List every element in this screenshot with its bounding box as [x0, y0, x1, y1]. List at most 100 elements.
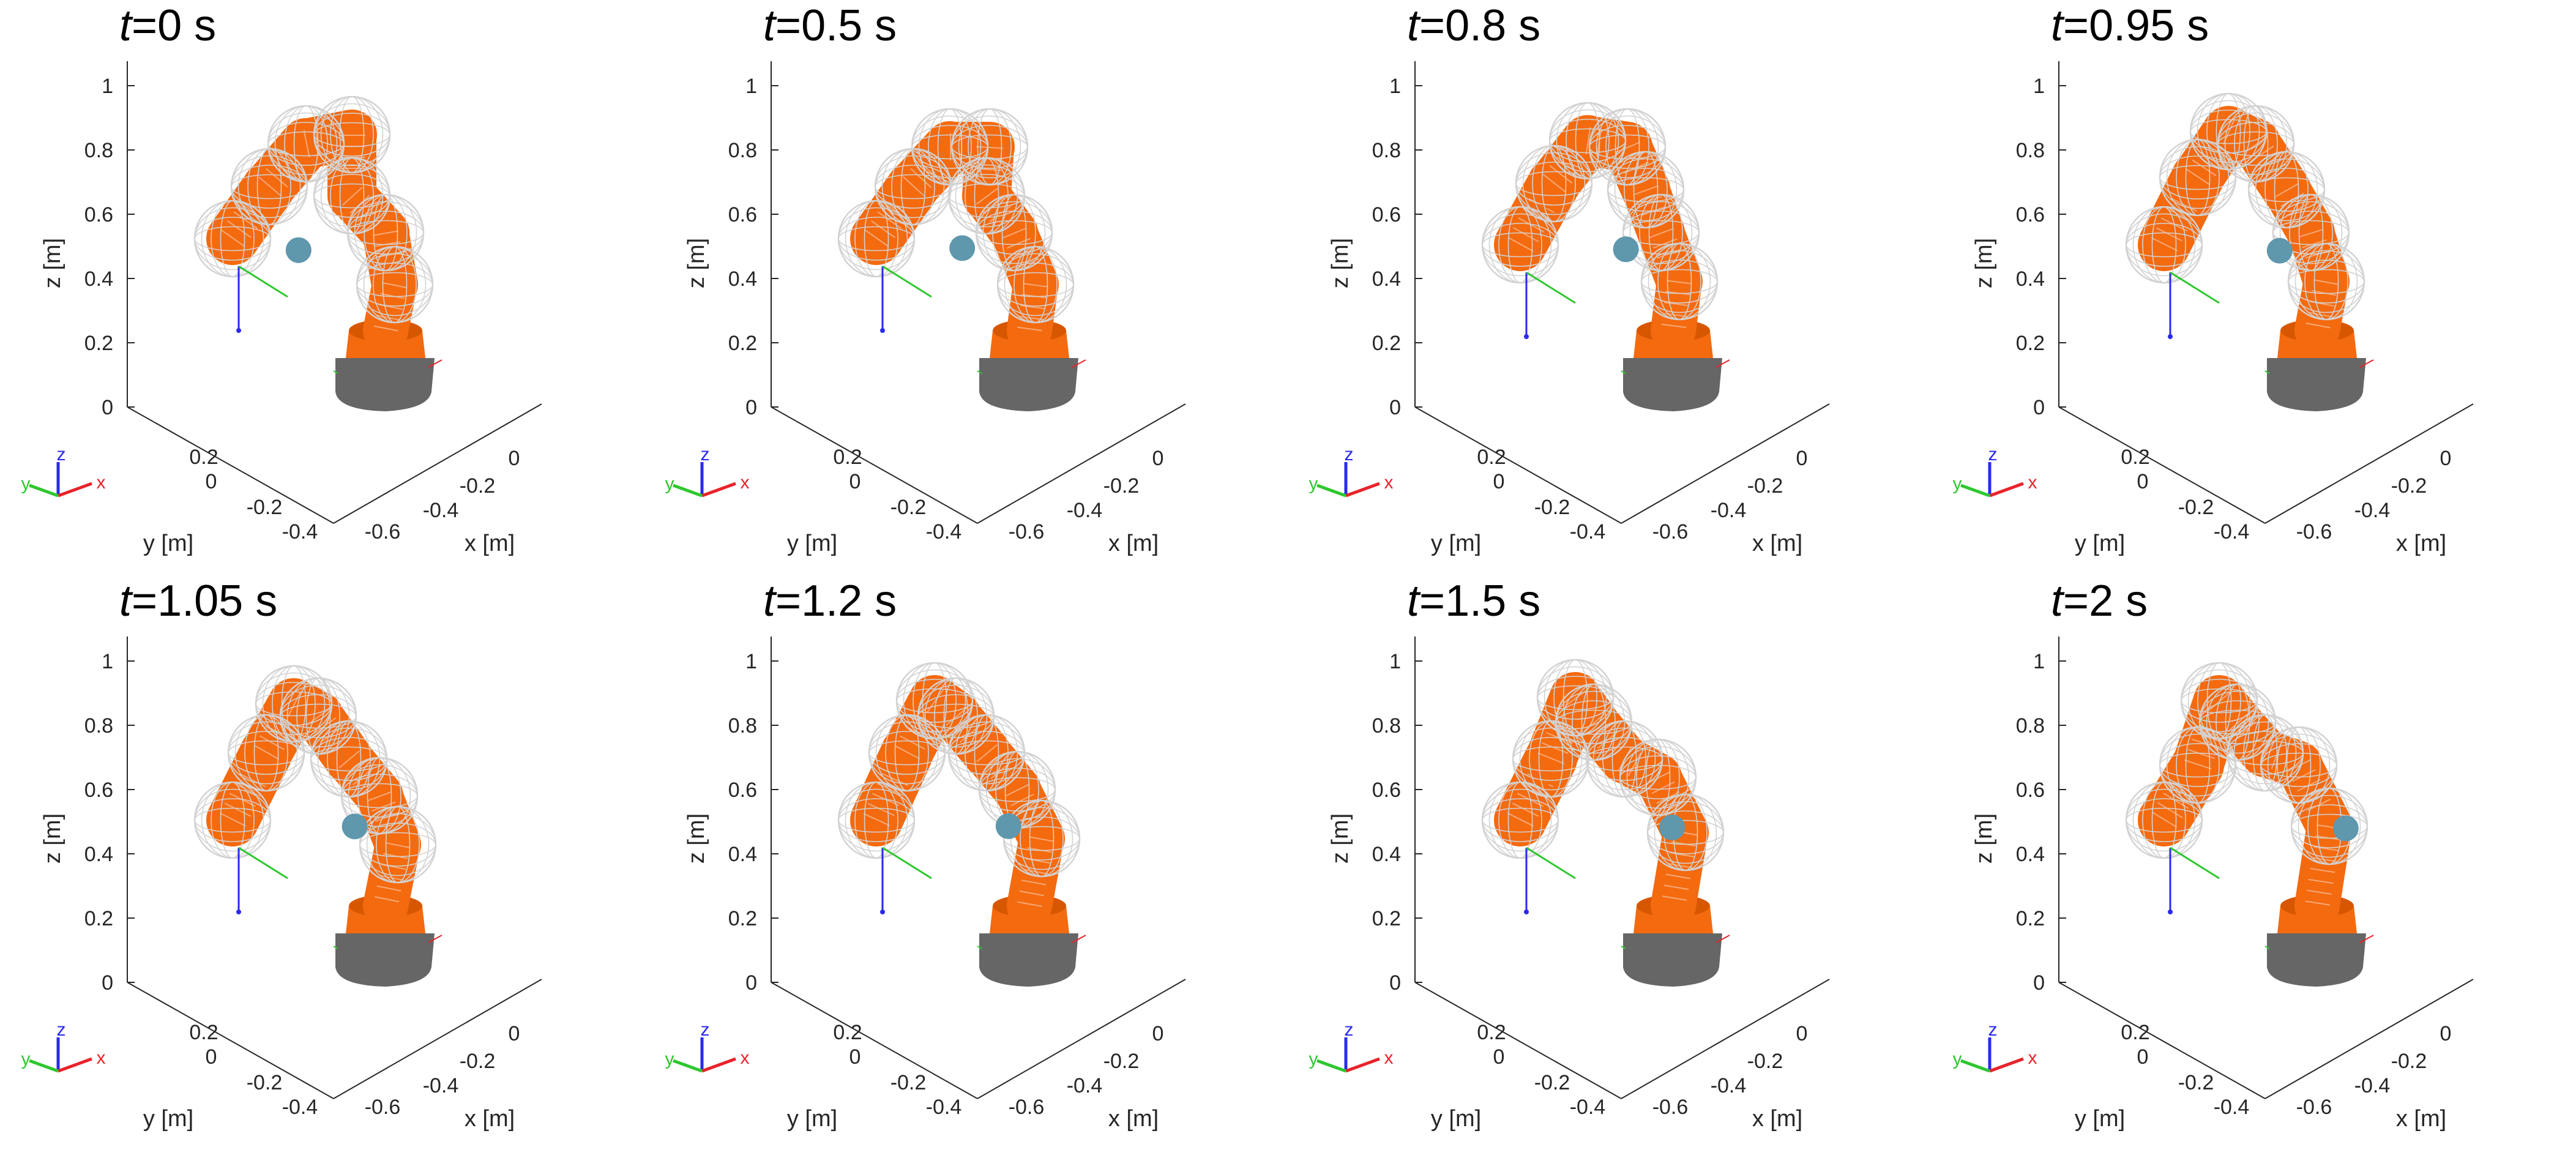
scene-plot: 00.20.40.60.81z [m]0.20-0.2-0.4y [m]0-0.…: [21, 61, 542, 556]
triad-x-axis: [1989, 1057, 2024, 1073]
panel-title: t=0.8 s: [1407, 4, 1540, 48]
z-tick-label: 0.8: [84, 714, 113, 738]
z-axis-label: z [m]: [40, 238, 65, 288]
triad-y-label: y: [1953, 1049, 1962, 1069]
world-triad: z x y: [1953, 444, 2037, 498]
z-axis-label: z [m]: [1327, 238, 1353, 288]
z-tick-label: 0.6: [84, 779, 113, 802]
y-tick-label: -0.4: [282, 1096, 318, 1119]
y-tick-label: 0.2: [2121, 1021, 2149, 1044]
z-tick-label: 0.6: [728, 779, 757, 802]
triad-y-label: y: [1953, 474, 1962, 494]
z-tick-label: 0: [2033, 396, 2045, 419]
z-tick-label: 0.6: [1372, 203, 1401, 226]
collision-sphere: [975, 193, 1053, 272]
base-frame-x: [1715, 359, 1730, 368]
z-tick-label: 0.2: [1372, 332, 1401, 355]
base-frame-y: [1621, 946, 1626, 949]
y-tick-label: 0.2: [833, 1021, 862, 1044]
triad-x-label: x: [97, 1048, 106, 1068]
robot-arm: [2125, 662, 2369, 928]
time-variable: t: [2051, 1, 2064, 50]
triad-z-label: z: [701, 444, 710, 465]
z-tick-label: 0.2: [728, 907, 757, 930]
z-axis-label: z [m]: [684, 813, 709, 864]
y-tick-label: -0.4: [282, 520, 318, 544]
base-frame-y: [333, 370, 338, 374]
z-tick-label: 0: [102, 971, 113, 995]
y-axis-line: [2058, 406, 2266, 524]
axes: 00.20.40.60.81z [m]0.20-0.2-0.4y [m]0-0.…: [684, 637, 1186, 1132]
x-axis-line: [2264, 979, 2474, 1099]
time-variable: t: [119, 577, 132, 626]
axes: 00.20.40.60.81z [m]0.20-0.2-0.4y [m]0-0.…: [1327, 637, 1830, 1132]
triad-x-label: x: [1384, 473, 1394, 493]
base-frame-y: [333, 946, 338, 949]
time-panel: t=0 s 0 0.2 0.4 0.6 0.8 1 z [m] 0.2 0 -0.2 -0.4 y [m…: [0, 0, 644, 575]
x-axis-line: [977, 979, 1186, 1099]
x-axis-label: x [m]: [2396, 1106, 2446, 1132]
scene-plot: 00.20.40.60.81z [m]0.20-0.2-0.4y [m]0-0.…: [665, 61, 1186, 556]
y-tick-label: 0.2: [833, 446, 862, 469]
arm-link: [2294, 259, 2349, 353]
panel-title: t=0.5 s: [763, 4, 897, 48]
collision-sphere: [340, 756, 419, 835]
x-tick-label: -0.4: [1067, 1074, 1103, 1097]
triad-x-axis: [1345, 1057, 1380, 1073]
triad-x-label: x: [97, 473, 106, 493]
collision-sphere: [1588, 108, 1667, 186]
x-tick-label: -0.2: [460, 1050, 496, 1073]
obstacle-sphere: [1659, 814, 1686, 840]
y-tick-label: 0: [206, 1045, 217, 1069]
triad-y-axis: [673, 1059, 703, 1073]
time-variable: t: [1407, 1, 1420, 50]
time-value: =0.5 s: [775, 1, 897, 50]
z-tick-label: 1: [745, 75, 757, 98]
z-tick-label: 1: [745, 650, 757, 673]
z-tick-label: 0.2: [728, 332, 757, 355]
world-triad: z x y: [1309, 1020, 1394, 1073]
x-tick-label: -0.6: [365, 1096, 401, 1119]
time-value: =1.5 s: [1419, 577, 1541, 626]
y-tick-label: -0.2: [890, 496, 927, 519]
triad-y-axis: [1316, 484, 1346, 498]
axes: 00.20.40.60.81z [m]0.20-0.2-0.4y [m]0-0.…: [1971, 637, 2474, 1132]
axes: 00.20.40.60.81z [m]0.20-0.2-0.4y [m]0-0.…: [40, 61, 542, 556]
triad-x-axis: [1345, 482, 1380, 498]
base-frame-x: [2359, 935, 2374, 943]
time-value: =0.95 s: [2063, 1, 2209, 50]
z-tick-label: 0.6: [84, 203, 113, 226]
collision-sphere: [2290, 787, 2369, 865]
obstacle-sphere: [285, 237, 312, 263]
triad-x-label: x: [741, 473, 750, 493]
x-tick-label: 0: [1152, 1022, 1164, 1045]
base-block: [1623, 358, 1722, 411]
y-tick-label: -0.2: [1534, 1071, 1570, 1094]
y-tick-label: -0.4: [2214, 520, 2250, 544]
x-tick-label: -0.4: [2354, 499, 2391, 522]
z-axis-label: z [m]: [1327, 813, 1353, 864]
collision-sphere: [193, 781, 272, 859]
axes: 00.20.40.60.81z [m]0.20-0.2-0.4y [m]0-0.…: [1971, 61, 2474, 556]
collision-sphere: [1619, 738, 1697, 816]
z-tick-label: 0.6: [2016, 203, 2045, 226]
time-panel: t=0.5 s 0 0.2 0.4 0.6 0.8 1 z [m] 0.2 0 -0.2 -0.4 y …: [644, 0, 1288, 575]
triad-x-axis: [701, 482, 736, 498]
triad-y-axis: [29, 484, 59, 498]
triad-z-label: z: [57, 444, 66, 465]
ee-frame-tip: [236, 910, 241, 914]
obstacle-sphere: [995, 813, 1021, 839]
z-tick-label: 0.8: [84, 139, 113, 162]
base-frame-y: [2264, 370, 2270, 374]
x-tick-label: -0.6: [1652, 520, 1689, 544]
scene-plot: 00.20.40.60.81z [m]0.20-0.2-0.4y [m]0-0.…: [1953, 61, 2474, 556]
time-panel: t=0.95 s 0 0.2 0.4 0.6 0.8 1 z [m] 0.2 0 -0.2 -0.4 y…: [1932, 0, 2575, 575]
z-tick-label: 0: [745, 396, 757, 419]
z-tick-label: 0: [1389, 396, 1401, 419]
axes: 00.20.40.60.81z [m]0.20-0.2-0.4y [m]0-0.…: [40, 637, 542, 1132]
time-variable: t: [763, 1, 776, 50]
time-value: =0 s: [132, 1, 217, 50]
scene-plot: 00.20.40.60.81z [m]0.20-0.2-0.4y [m]0-0.…: [1953, 637, 2474, 1132]
axes: 00.20.40.60.81z [m]0.20-0.2-0.4y [m]0-0.…: [1327, 61, 1830, 556]
